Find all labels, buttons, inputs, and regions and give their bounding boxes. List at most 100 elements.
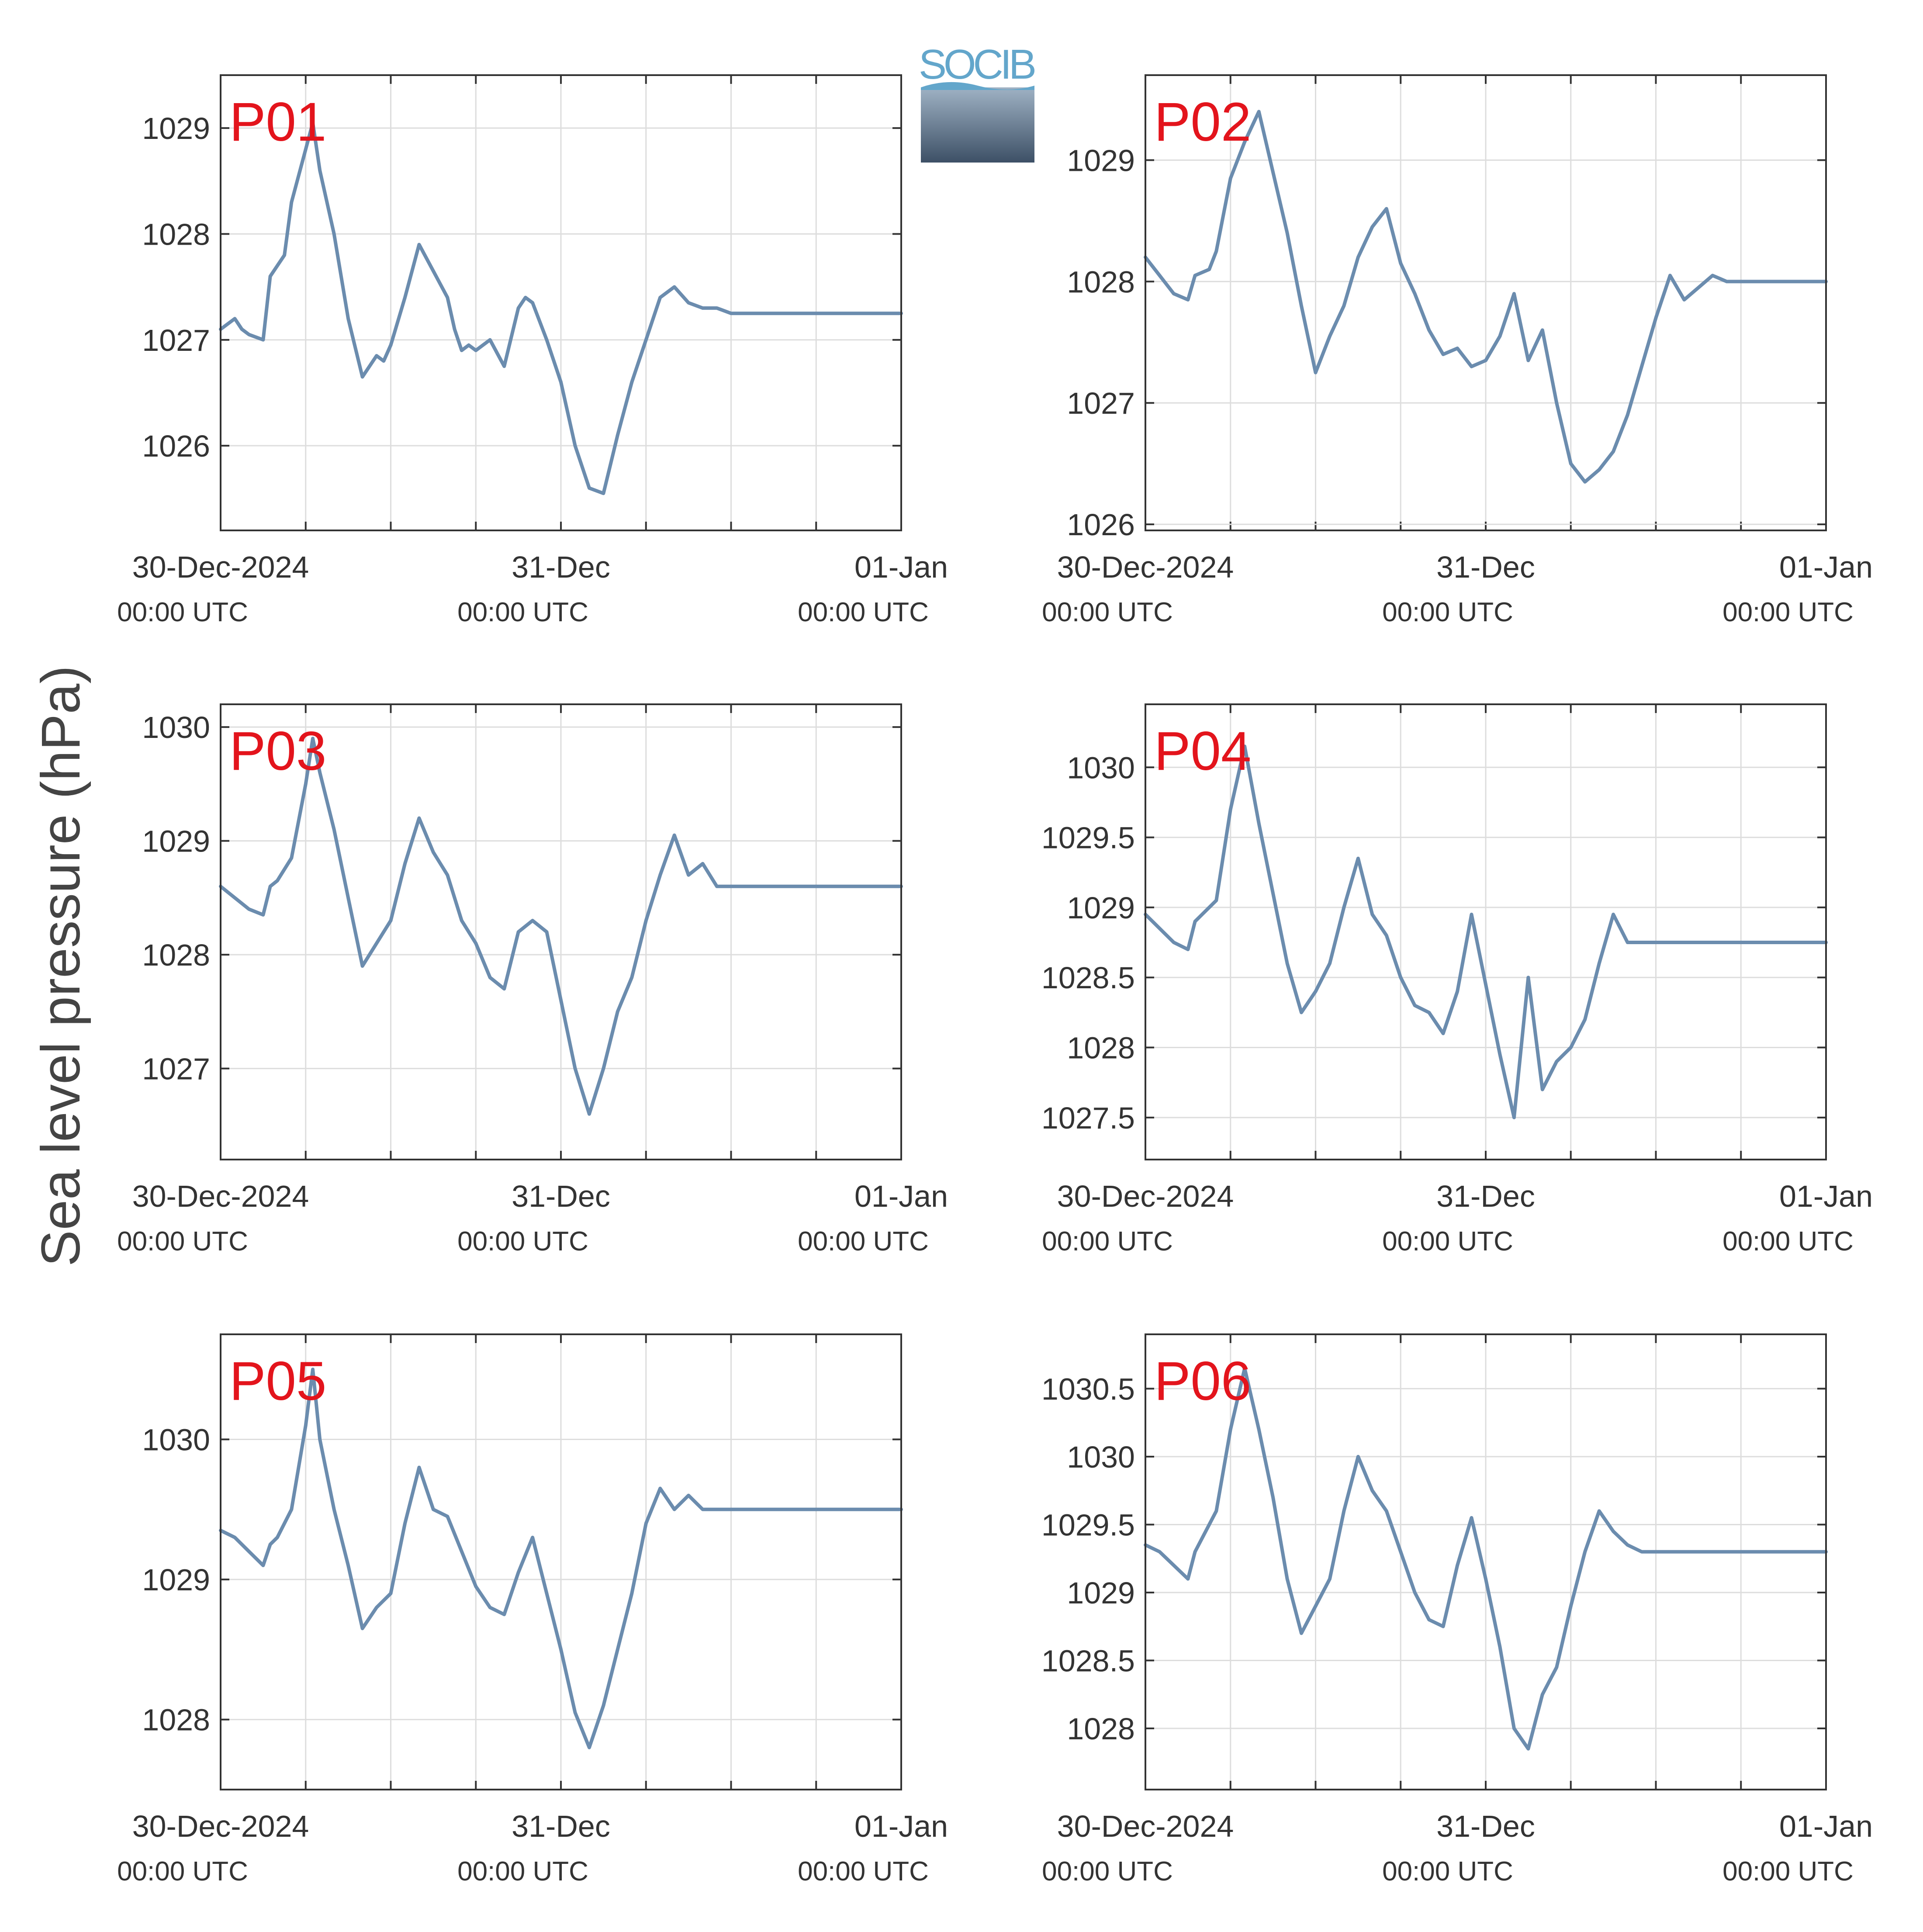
data-point	[1528, 360, 1529, 361]
data-point	[1301, 1012, 1302, 1013]
data-point	[1159, 1551, 1160, 1552]
data-point	[1386, 208, 1387, 209]
data-point	[348, 1565, 349, 1566]
panel-label: P02	[1154, 92, 1251, 152]
series-line	[219, 737, 903, 1116]
y-tick-label: 1029	[1067, 144, 1135, 178]
y-tick-label: 1027	[142, 1052, 210, 1086]
y-tick-label: 1030.5	[1041, 1372, 1135, 1406]
y-axis-label: Sea level pressure (hPa)	[31, 665, 91, 1267]
data-point	[773, 1509, 774, 1510]
data-point	[1542, 1089, 1543, 1090]
data-point	[1726, 281, 1727, 282]
y-tick-label: 1027.5	[1041, 1101, 1135, 1135]
y-tick-label: 1027	[142, 323, 210, 357]
data-point	[759, 1509, 760, 1510]
data-point	[660, 297, 661, 298]
panel-p05: 1028 1029 1030 30-Dec-2024 00:00 UTC 31-Dec 00…	[117, 1333, 948, 1887]
data-point	[525, 297, 526, 298]
data-point	[1570, 1606, 1571, 1607]
x-tick-label: 31-Dec	[512, 1809, 610, 1843]
data-point	[1769, 942, 1770, 943]
panel-p01: 1026 1027 1028 1029 30-Dec-2024 00:00 UTC 31-D…	[117, 74, 948, 627]
data-point	[1386, 935, 1387, 936]
data-point	[702, 863, 703, 864]
x-tick-sublabel: 00:00 UTC	[117, 597, 248, 627]
axes-frame	[1145, 1333, 1827, 1790]
x-tick-label: 31-Dec	[512, 550, 610, 584]
axes-frame	[1145, 703, 1827, 1160]
data-point	[603, 1068, 604, 1069]
x-tick-label: 01-Jan	[1779, 1809, 1873, 1843]
data-point	[1209, 269, 1210, 270]
panel-label: P01	[229, 92, 326, 152]
y-tick-label: 1028.5	[1041, 1644, 1135, 1678]
data-point	[660, 1488, 661, 1489]
series-line	[1144, 1366, 1828, 1751]
data-point	[1627, 942, 1628, 943]
y-tick-label: 1030	[142, 710, 210, 744]
data-point	[546, 1593, 547, 1594]
data-point	[1230, 178, 1231, 179]
y-tick-label: 1029	[142, 111, 210, 145]
data-point	[348, 897, 349, 898]
y-tick-label: 1030	[1067, 1440, 1135, 1474]
panel-label: P04	[1154, 721, 1251, 782]
y-tick-label: 1029	[1067, 1576, 1135, 1610]
data-point	[1613, 1531, 1614, 1532]
x-tick-label: 31-Dec	[1436, 1809, 1535, 1843]
data-point	[1783, 942, 1784, 943]
data-point	[1556, 1667, 1557, 1668]
data-point	[1769, 281, 1770, 282]
y-tick-label: 1028	[1067, 1712, 1135, 1746]
data-point	[1670, 942, 1671, 943]
data-point	[1712, 275, 1713, 276]
logo-wave	[921, 82, 1034, 90]
data-point	[688, 1495, 689, 1496]
data-point	[1457, 348, 1458, 349]
axes-frame	[1145, 74, 1827, 531]
data-point	[1556, 1061, 1557, 1062]
x-tick-sublabel: 00:00 UTC	[457, 597, 588, 627]
x-tick-label: 30-Dec-2024	[132, 1179, 309, 1213]
data-point	[504, 1614, 505, 1615]
logo-gradient-block	[921, 87, 1034, 163]
data-point	[844, 1509, 845, 1510]
axes-frame	[220, 1333, 902, 1790]
x-tick-label: 01-Jan	[854, 1809, 948, 1843]
data-point	[1471, 366, 1472, 367]
y-tick-label: 1029.5	[1041, 1508, 1135, 1542]
x-tick-sublabel: 00:00 UTC	[1042, 597, 1173, 627]
x-tick-sublabel: 00:00 UTC	[1722, 597, 1854, 627]
x-tick-sublabel: 00:00 UTC	[457, 1226, 588, 1257]
x-tick-sublabel: 00:00 UTC	[1382, 1856, 1513, 1887]
x-tick-label: 01-Jan	[854, 1179, 948, 1213]
data-point	[1315, 1606, 1316, 1607]
data-point	[1159, 275, 1160, 276]
panel-label: P05	[229, 1351, 326, 1412]
data-point	[773, 313, 774, 314]
series-line	[219, 1368, 903, 1749]
socib-logo: SOCIB	[919, 41, 1037, 163]
data-point	[858, 313, 859, 314]
x-tick-sublabel: 00:00 UTC	[798, 1226, 929, 1257]
data-point	[1230, 809, 1231, 810]
series-line	[219, 121, 903, 495]
data-point	[1457, 991, 1458, 992]
data-point	[617, 1649, 618, 1650]
data-point	[1173, 942, 1174, 943]
data-point	[1712, 942, 1713, 943]
data-point	[617, 1011, 618, 1012]
y-tick-label: 1028	[142, 217, 210, 251]
y-tick-label: 1028	[142, 1703, 210, 1737]
data-point	[1301, 1633, 1302, 1634]
x-tick-sublabel: 00:00 UTC	[1722, 1226, 1854, 1257]
x-tick-label: 31-Dec	[512, 1179, 610, 1213]
data-point	[1528, 977, 1529, 978]
data-point	[1301, 305, 1302, 306]
y-tick-label: 1026	[1067, 508, 1135, 542]
y-tick-label: 1027	[1067, 386, 1135, 420]
x-tick-label: 30-Dec-2024	[1057, 1179, 1234, 1213]
x-tick-sublabel: 00:00 UTC	[1382, 597, 1513, 627]
x-tick-label: 01-Jan	[854, 550, 948, 584]
